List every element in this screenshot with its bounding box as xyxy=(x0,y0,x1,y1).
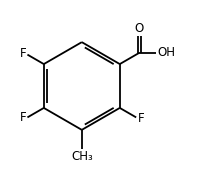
Text: O: O xyxy=(134,22,144,35)
Text: OH: OH xyxy=(157,46,175,59)
Text: F: F xyxy=(19,111,26,124)
Text: CH₃: CH₃ xyxy=(71,150,93,163)
Text: F: F xyxy=(138,112,144,125)
Text: F: F xyxy=(19,47,26,60)
